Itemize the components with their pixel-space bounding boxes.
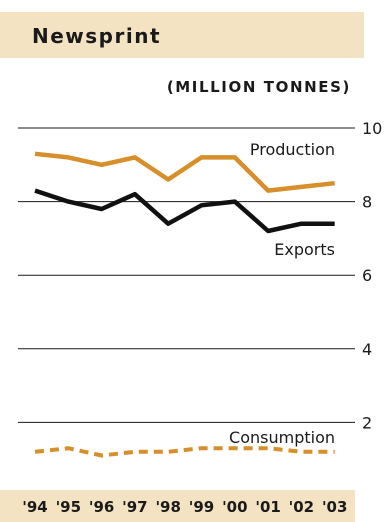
x-tick-label: '96	[89, 498, 114, 516]
y-tick-labels: 10 8 6 4 2	[362, 119, 382, 432]
x-tick-label: '03	[322, 498, 347, 516]
x-tick-label: '94	[22, 498, 47, 516]
series-lines	[34, 151, 335, 458]
series-label-consumption: Consumption	[229, 428, 335, 447]
x-tick-label: '95	[56, 498, 81, 516]
x-tick-label: '98	[155, 498, 180, 516]
chart-title: Newsprint	[32, 24, 162, 48]
x-axis-band	[0, 490, 355, 522]
series-labels: Production Exports Consumption	[229, 140, 335, 447]
x-tick-label: '97	[122, 498, 147, 516]
series-label-exports: Exports	[274, 240, 335, 259]
chart-subtitle: (MILLION TONNES)	[166, 78, 351, 96]
y-tick-label: 8	[362, 193, 372, 212]
y-tick-label: 10	[362, 119, 382, 138]
series-line-production	[34, 151, 335, 193]
x-tick-label: '02	[289, 498, 314, 516]
gridlines	[18, 127, 355, 423]
y-tick-label: 2	[362, 413, 372, 432]
x-tick-label: '00	[222, 498, 247, 516]
x-tick-label: '99	[189, 498, 214, 516]
series-line-consumption	[34, 446, 335, 458]
series-line-exports	[34, 188, 335, 234]
y-tick-label: 6	[362, 266, 372, 285]
series-label-production: Production	[250, 140, 335, 159]
x-tick-labels: '94 '95 '96 '97 '98 '99 '00 '01 '02 '03	[22, 498, 347, 516]
title-band	[0, 12, 364, 58]
y-tick-label: 4	[362, 340, 372, 359]
x-tick-label: '01	[255, 498, 280, 516]
